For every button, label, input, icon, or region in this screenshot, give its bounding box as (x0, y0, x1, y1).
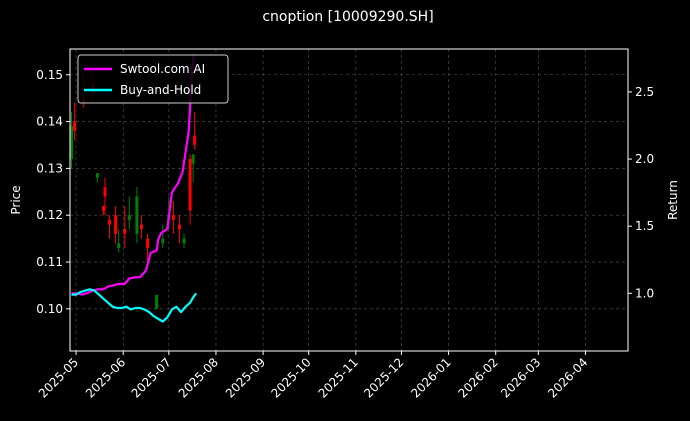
legend-label: Buy-and-Hold (120, 83, 201, 97)
y-tick-label-right: 1.5 (635, 219, 654, 233)
plot-frame (69, 48, 629, 352)
y-axis-left: 0.10 0.11 0.12 0.13 0.14 0.15 (36, 68, 70, 316)
candle-body (139, 224, 143, 230)
series-line (71, 288, 198, 323)
y-tick-label-left: 0.12 (36, 208, 63, 222)
legend-label: Swtool.com AI (120, 62, 205, 76)
candle-body (171, 215, 175, 220)
candle-body (191, 154, 195, 164)
candle-body (161, 238, 165, 244)
y-axis-right: 1.0 1.5 2.0 2.5 (628, 85, 654, 300)
candle-body (177, 224, 181, 230)
series-lines (71, 54, 198, 323)
candle-body (117, 243, 121, 248)
candle-body (146, 238, 150, 248)
candle-body (114, 215, 118, 234)
candle-body (188, 159, 192, 211)
y-tick-label-left: 0.10 (36, 302, 63, 316)
candle-body (135, 196, 139, 234)
y-tick-label-right: 2.0 (635, 152, 654, 166)
candle-body (95, 173, 99, 178)
candles (70, 74, 197, 309)
y-tick-label-left: 0.11 (36, 255, 63, 269)
candle-body (193, 135, 197, 145)
chart-title: cnoption [10009290.SH] (262, 9, 433, 25)
candle-body (70, 126, 74, 160)
candle-body (73, 121, 77, 131)
legend: Swtool.com AI Buy-and-Hold (77, 54, 229, 104)
y-axis-right-title: Return (666, 180, 680, 220)
legend-box (77, 54, 229, 104)
candle-body (101, 205, 105, 211)
y-tick-label-left: 0.13 (36, 161, 63, 175)
candle-body (103, 187, 107, 197)
y-axis-left-title: Price (9, 185, 23, 214)
y-tick-label-left: 0.15 (36, 68, 63, 82)
y-tick-label-right: 1.0 (635, 286, 654, 300)
y-tick-label-left: 0.14 (36, 115, 63, 129)
candle-body (123, 229, 127, 234)
y-tick-label-right: 2.5 (635, 85, 654, 99)
candle-body (155, 294, 159, 309)
candle-body (108, 219, 112, 225)
candle-body (182, 238, 186, 244)
candle-body (127, 215, 131, 220)
